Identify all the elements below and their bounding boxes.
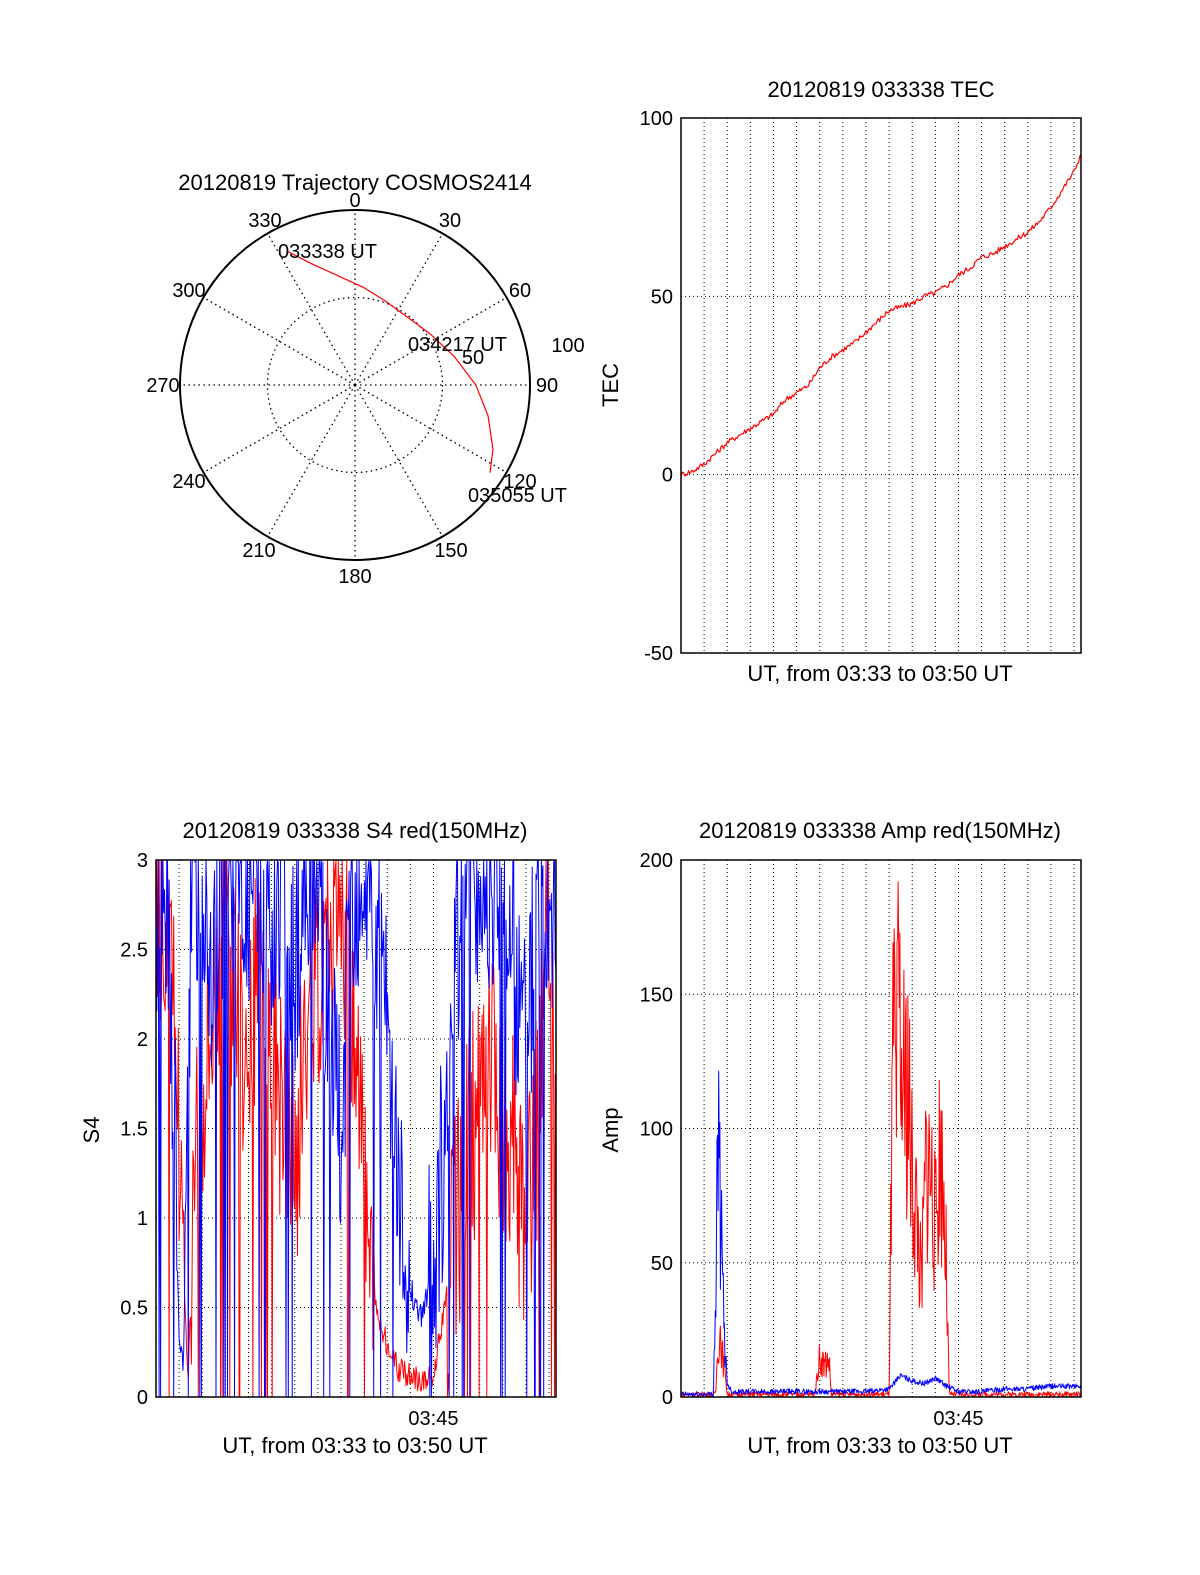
amp-panel: 20120819 033338 Amp red(150MHz) 0 50 100 15…	[598, 818, 1082, 1458]
tec-panel: 20120819 033338 TEC -50 0 50 100 TEC UT, fr…	[598, 77, 1082, 686]
s4-ylabel: S4	[79, 1117, 104, 1144]
s4-ytick-label: 1	[137, 1208, 148, 1230]
amp-ylabel: Amp	[598, 1107, 623, 1152]
polar-spoke	[203, 296, 356, 386]
polar-azimuth-label: 90	[536, 375, 558, 397]
s4-ytick-label: 3	[137, 850, 148, 872]
s4-x-ticks: 03:45	[408, 1408, 458, 1430]
s4-plot-frame	[155, 859, 557, 1398]
polar-annotation-start: 033338 UT	[278, 241, 377, 263]
polar-trajectory-line	[286, 250, 494, 473]
s4-y-ticks: 0 0.5 1 1.5 2 2.5 3	[120, 850, 148, 1409]
amp-ytick-label: 150	[640, 984, 673, 1006]
polar-azimuth-label: 120	[503, 471, 536, 493]
s4-title: 20120819 033338 S4 red(150MHz)	[183, 818, 528, 843]
polar-panel: 20120819 Trajectory COSMOS2414 0 30 60 90 12…	[146, 170, 584, 588]
amp-plot-frame	[680, 859, 1082, 1398]
polar-azimuth-label: 30	[439, 210, 461, 232]
s4-series-group	[155, 859, 557, 1398]
polar-spoke	[354, 296, 507, 386]
polar-inner-circle	[266, 296, 444, 474]
amp-title: 20120819 033338 Amp red(150MHz)	[699, 818, 1061, 843]
s4-ytick-label: 2	[137, 1029, 148, 1051]
tec-series-red-line	[680, 153, 1082, 477]
polar-azimuth-label: 210	[242, 540, 275, 562]
amp-ytick-label: 50	[651, 1253, 673, 1275]
polar-spoke	[354, 384, 507, 474]
tec-xlabel: UT, from 03:33 to 03:50 UT	[747, 661, 1012, 686]
polar-azimuth-label: 270	[146, 375, 179, 397]
tec-plot-frame	[680, 117, 1082, 654]
polar-azimuth-label: 240	[172, 471, 205, 493]
tec-ytick-label: 100	[640, 108, 673, 130]
amp-series-group	[680, 881, 1082, 1398]
polar-annotation-mid: 034217 UT	[408, 334, 507, 356]
s4-series-blue-line	[155, 859, 557, 1398]
s4-ytick-label: 0	[137, 1387, 148, 1409]
polar-spoke	[354, 233, 444, 386]
amp-series-blue-line	[680, 1070, 1081, 1398]
amp-xlabel: UT, from 03:33 to 03:50 UT	[747, 1433, 1012, 1458]
polar-azimuth-labels: 0 30 60 90 120 150 180 210 240 270 300 330	[146, 190, 558, 588]
tec-series-group	[680, 153, 1082, 477]
polar-azimuth-label: 150	[434, 540, 467, 562]
amp-xtick-label: 03:45	[933, 1408, 983, 1430]
polar-title: 20120819 Trajectory COSMOS2414	[178, 170, 531, 195]
polar-annotation-end: 035055 UT	[468, 485, 567, 507]
amp-ytick-label: 100	[640, 1119, 673, 1141]
polar-grid	[180, 210, 530, 560]
amp-ytick-label: 200	[640, 850, 673, 872]
polar-spoke	[266, 384, 356, 537]
tec-ytick-label: 0	[662, 465, 673, 487]
s4-ytick-label: 1.5	[120, 1119, 148, 1141]
amp-grid	[681, 860, 1081, 1397]
tec-ytick-label: -50	[644, 643, 673, 665]
tec-ytick-label: 50	[651, 286, 673, 308]
polar-azimuth-label: 0	[349, 190, 360, 212]
polar-radius-label-50: 50	[462, 347, 484, 369]
tec-title: 20120819 033338 TEC	[767, 77, 994, 102]
polar-outer-circle	[179, 209, 531, 561]
polar-azimuth-label: 330	[248, 210, 281, 232]
polar-spoke	[354, 384, 444, 537]
polar-azimuth-label: 180	[338, 566, 371, 588]
amp-ytick-label: 0	[662, 1387, 673, 1409]
tec-y-ticks: -50 0 50 100	[640, 108, 673, 665]
polar-azimuth-label: 300	[172, 280, 205, 302]
amp-x-ticks: 03:45	[933, 1408, 983, 1430]
amp-y-ticks: 0 50 100 150 200	[640, 850, 673, 1409]
tec-ylabel: TEC	[598, 363, 623, 407]
s4-xlabel: UT, from 03:33 to 03:50 UT	[222, 1433, 487, 1458]
s4-panel: 20120819 033338 S4 red(150MHz) 0 0.5 1 1.5 2…	[79, 818, 557, 1458]
polar-radius-label-100: 100	[551, 335, 584, 357]
s4-ytick-label: 2.5	[120, 940, 148, 962]
s4-ytick-label: 0.5	[120, 1298, 148, 1320]
polar-spoke	[203, 384, 356, 474]
s4-series-red-line	[156, 859, 557, 1398]
polar-azimuth-label: 60	[509, 280, 531, 302]
s4-xtick-label: 03:45	[408, 1408, 458, 1430]
amp-series-red-line	[680, 881, 1082, 1398]
polar-spoke	[266, 233, 356, 386]
tec-grid	[681, 118, 1081, 653]
